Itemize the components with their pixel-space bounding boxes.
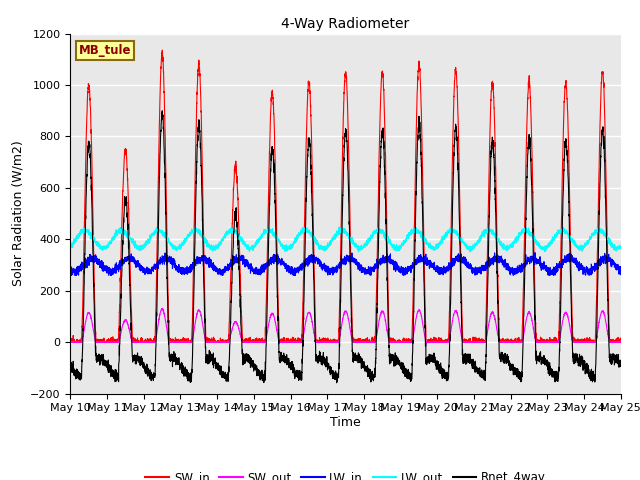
SW_in	[500, 339, 508, 345]
Rnet_4way	[616, 363, 624, 369]
Rnet_4way	[500, 351, 508, 357]
Title: 4-Way Radiometer: 4-Way Radiometer	[282, 17, 410, 31]
SW_out	[69, 339, 77, 345]
LW_in	[325, 269, 333, 275]
SW_out	[500, 339, 508, 345]
SW_out	[617, 338, 625, 344]
SW_out	[469, 339, 477, 345]
SW_in	[325, 339, 333, 345]
LW_out	[617, 244, 625, 250]
LW_out	[466, 249, 474, 255]
Rnet_4way	[67, 363, 74, 369]
SW_out	[439, 339, 447, 345]
LW_in	[531, 250, 539, 255]
SW_in	[438, 339, 446, 345]
LW_out	[67, 242, 74, 248]
Rnet_4way	[159, 108, 166, 114]
Line: LW_in: LW_in	[70, 252, 621, 276]
SW_out	[158, 306, 166, 312]
Rnet_4way	[617, 363, 625, 369]
LW_in	[438, 269, 446, 275]
LW_out	[325, 241, 333, 247]
SW_out	[166, 339, 173, 345]
LW_out	[500, 246, 508, 252]
SW_in	[616, 339, 624, 345]
Legend: SW_in, SW_out, LW_in, LW_out, Rnet_4way: SW_in, SW_out, LW_in, LW_out, Rnet_4way	[141, 466, 550, 480]
Rnet_4way	[325, 366, 333, 372]
SW_in	[469, 337, 477, 343]
LW_out	[166, 239, 173, 244]
Rnet_4way	[166, 350, 173, 356]
Rnet_4way	[333, 380, 340, 386]
SW_out	[616, 339, 624, 345]
SW_in	[166, 336, 173, 341]
LW_out	[335, 224, 343, 230]
LW_in	[617, 272, 625, 277]
Y-axis label: Solar Radiation (W/m2): Solar Radiation (W/m2)	[12, 141, 24, 287]
LW_out	[616, 245, 624, 251]
Line: SW_in: SW_in	[70, 50, 621, 342]
Text: MB_tule: MB_tule	[79, 44, 131, 58]
X-axis label: Time: Time	[330, 416, 361, 429]
LW_out	[438, 240, 446, 246]
SW_out	[67, 339, 74, 345]
Rnet_4way	[439, 372, 447, 377]
Line: LW_out: LW_out	[70, 227, 621, 252]
Line: Rnet_4way: Rnet_4way	[70, 111, 621, 383]
Line: SW_out: SW_out	[70, 309, 621, 342]
SW_in	[617, 335, 625, 341]
LW_in	[67, 273, 75, 278]
LW_in	[166, 255, 173, 261]
LW_in	[500, 264, 508, 270]
LW_in	[616, 271, 624, 277]
LW_in	[469, 265, 477, 271]
LW_in	[67, 266, 74, 272]
SW_in	[67, 339, 74, 345]
LW_out	[469, 242, 477, 248]
Rnet_4way	[469, 358, 477, 364]
SW_in	[159, 47, 166, 53]
SW_out	[325, 339, 333, 345]
